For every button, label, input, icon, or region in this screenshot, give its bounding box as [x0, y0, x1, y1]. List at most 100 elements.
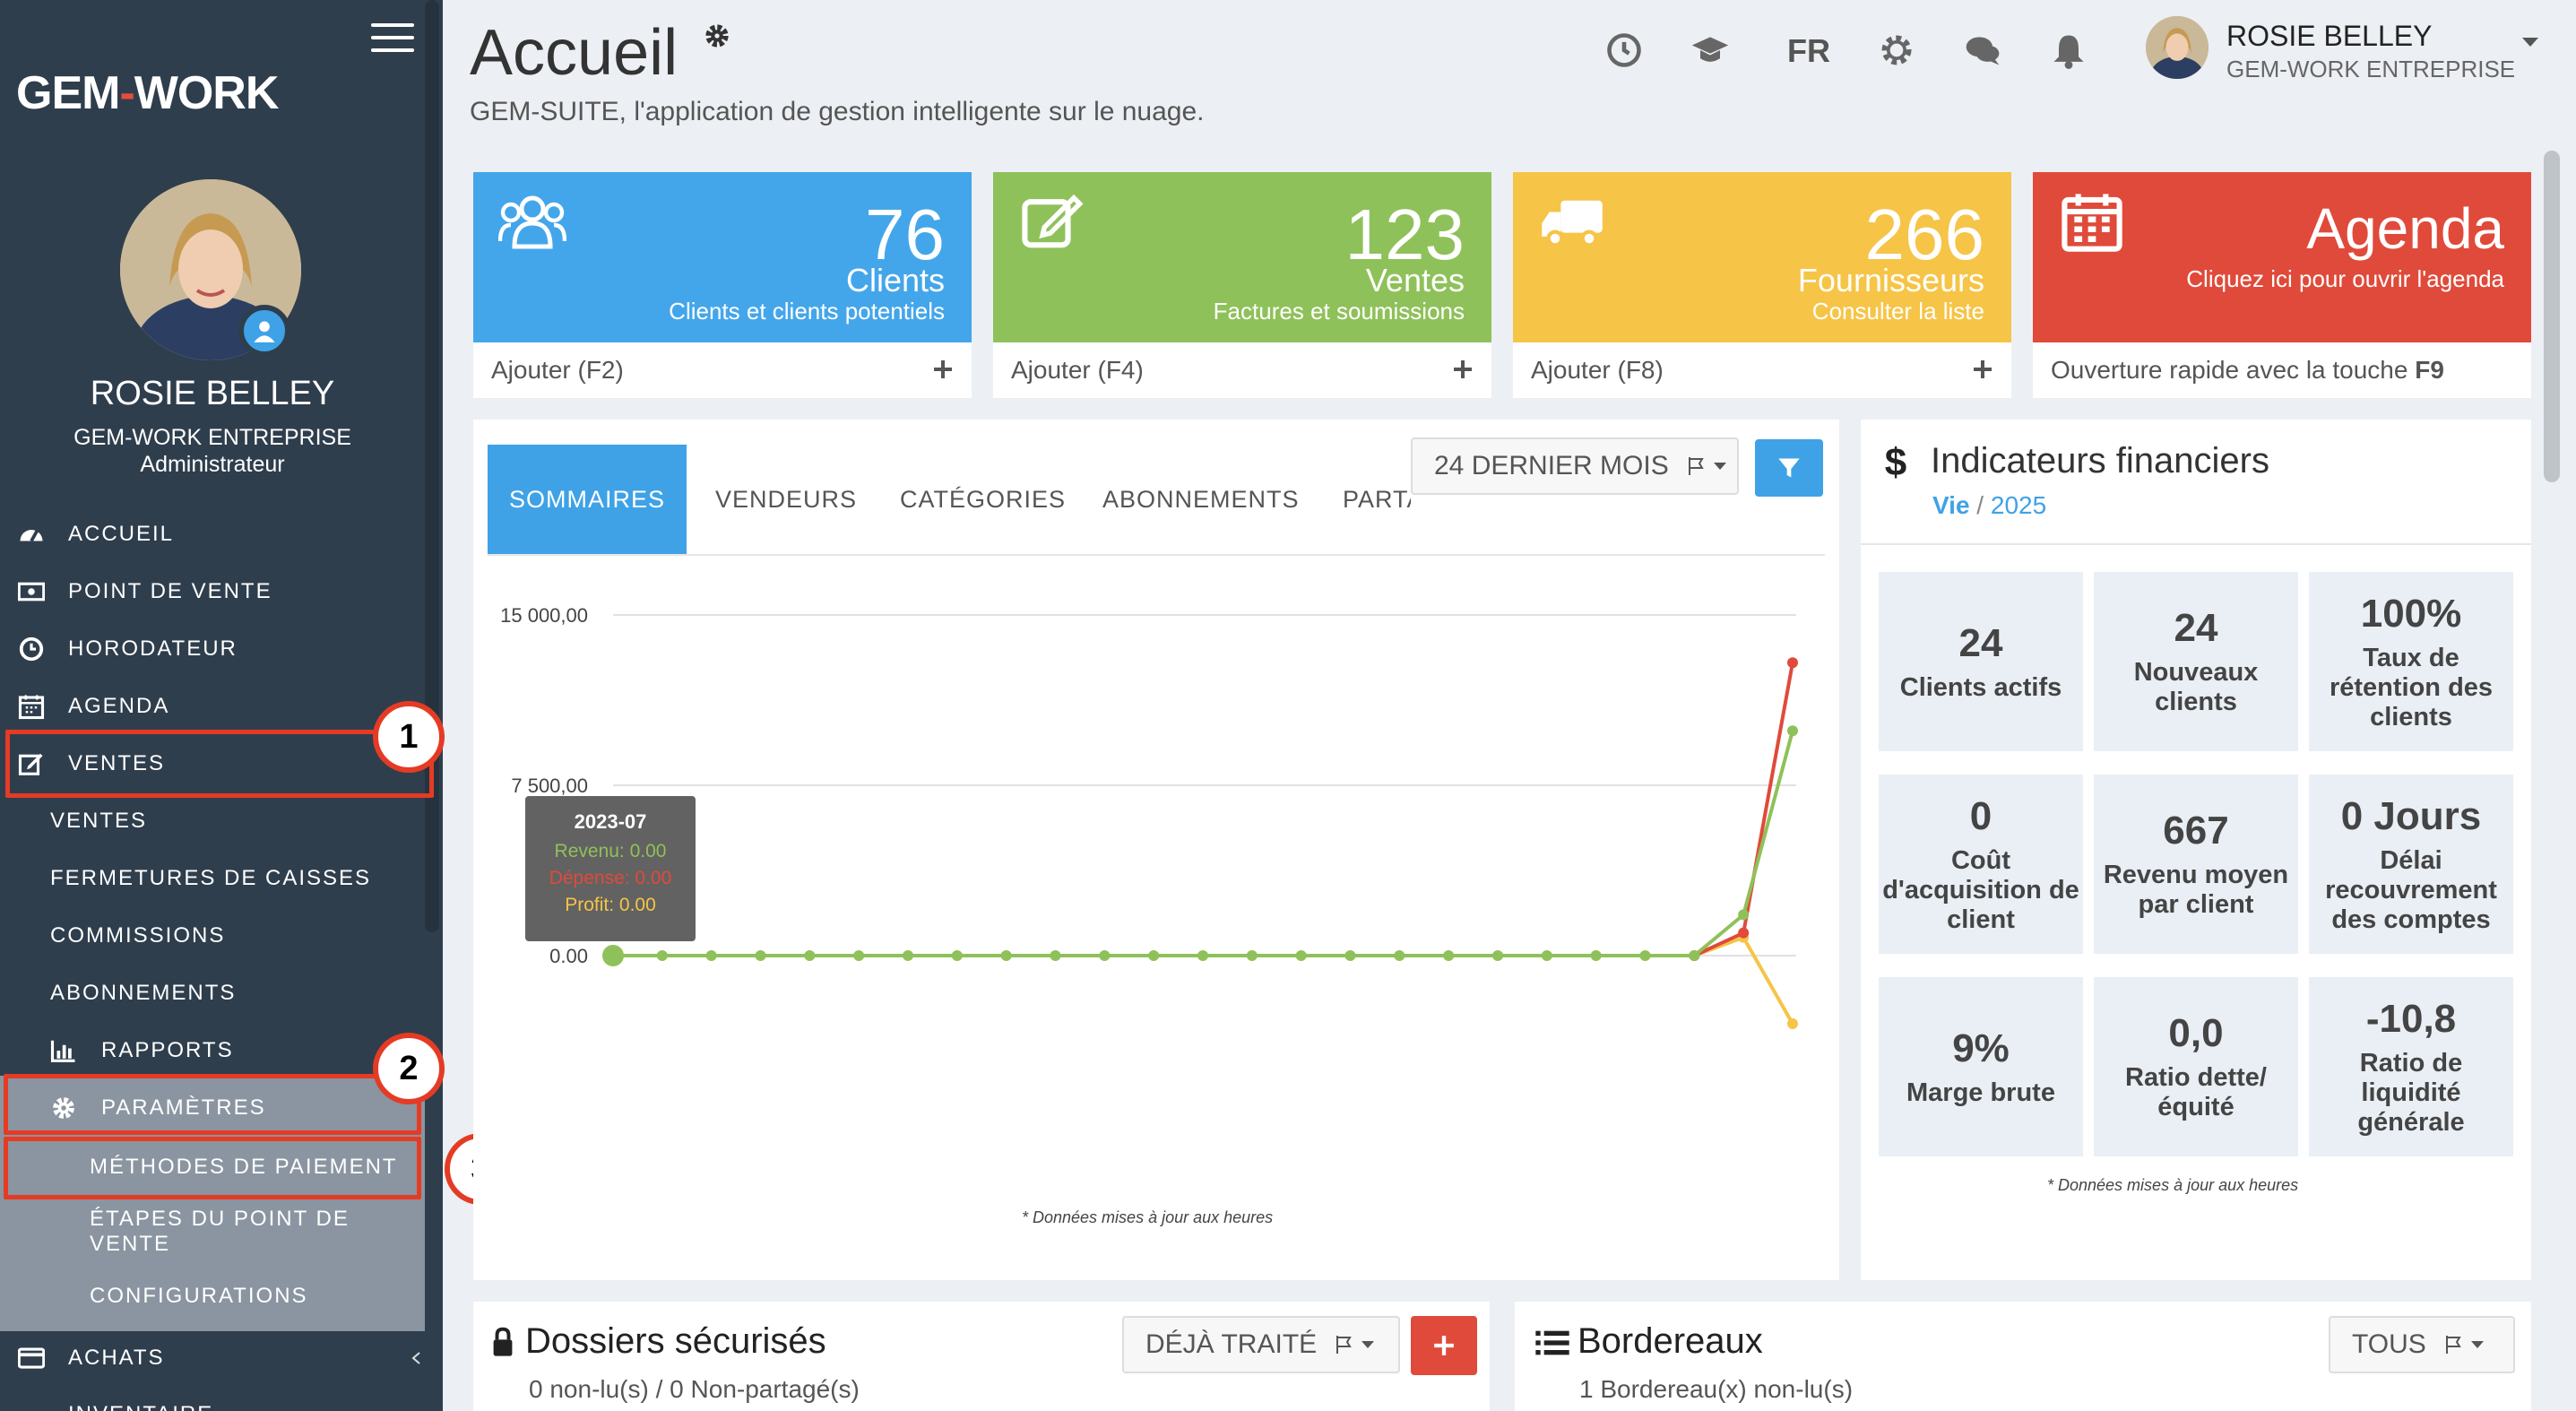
- sidebar-subitem-ventes[interactable]: VENTES: [0, 794, 425, 848]
- sidebar-subitem-fermetures[interactable]: FERMETURES DE CAISSES: [0, 852, 425, 905]
- callout-number-2: 2: [373, 1033, 445, 1104]
- tooltip-title: 2023-07: [574, 810, 647, 833]
- filter-button[interactable]: [1755, 439, 1823, 497]
- chevron-left-icon: [411, 1352, 420, 1364]
- tile-label: Clients: [845, 262, 945, 299]
- data-point: [1443, 950, 1455, 961]
- sidebar-subitem-rapports[interactable]: RAPPORTS: [0, 1024, 425, 1078]
- tab-vendeurs[interactable]: VENDEURS: [715, 485, 858, 513]
- tile-desc: Cliquez ici pour ouvrir l'agenda: [2186, 265, 2504, 292]
- callout-number-1: 1: [373, 701, 445, 773]
- sidebar-item-point-de-vente[interactable]: POINT DE VENTE: [0, 565, 425, 619]
- tile-fournisseurs-header[interactable]: 266 Fournisseurs Consulter la liste: [1513, 172, 2011, 342]
- sidebar-item-label: MÉTHODES DE PAIEMENT: [90, 1155, 398, 1179]
- sidebar-item-ventes[interactable]: VENTES: [0, 737, 425, 791]
- callout-box-methodes: [4, 1137, 421, 1199]
- sidebar-item-inventaire[interactable]: INVENTAIRE: [0, 1388, 425, 1411]
- truck-icon: [1542, 200, 1603, 247]
- sidebar-item-label: VENTES: [68, 751, 166, 775]
- page-scrollbar[interactable]: [2544, 151, 2560, 482]
- tab-partages[interactable]: PARTAGES: [1343, 485, 1411, 513]
- sidebar-subitem-commissions[interactable]: COMMISSIONS: [0, 909, 425, 963]
- sidebar-item-accueil[interactable]: ACCUEIL: [0, 507, 425, 561]
- plus-icon: [1434, 1336, 1454, 1355]
- tile-title: Agenda: [2306, 196, 2504, 261]
- sidebar-scrollbar[interactable]: [425, 0, 439, 932]
- tooltip-revenu: Revenu: 0.00: [554, 841, 667, 861]
- period-year-link[interactable]: 2025: [1990, 491, 2047, 519]
- tile-clients[interactable]: 76 Clients Clients et clients potentiels…: [473, 172, 972, 398]
- period-dropdown[interactable]: 24 DERNIER MOIS: [1411, 437, 1739, 495]
- dossiers-filter-dropdown[interactable]: DÉJÀ TRAITÉ: [1122, 1316, 1400, 1373]
- summary-chart: 15 000,007 500,000.00-7 500,0020242025: [500, 604, 1798, 1029]
- financial-title: Indicateurs financiers: [1931, 441, 2269, 480]
- sidebar-item-label: ACCUEIL: [68, 522, 175, 546]
- data-point: [1639, 950, 1651, 961]
- sidebar-item-agenda[interactable]: AGENDA: [0, 680, 425, 733]
- chevron-down-icon[interactable]: [2522, 38, 2538, 47]
- summary-card: SOMMAIRES VENDEURS CATÉGORIES ABONNEMENT…: [473, 420, 1839, 1280]
- bar-chart-icon: [50, 1040, 75, 1062]
- data-point: [1787, 657, 1798, 669]
- list-icon: [1535, 1330, 1569, 1355]
- sidebar-subitem-parametres[interactable]: PARAMÈTRES: [0, 1081, 425, 1135]
- sidebar-item-horodateur[interactable]: HORODATEUR: [0, 622, 425, 676]
- data-point: [705, 950, 717, 961]
- tile-add-fournisseurs[interactable]: Ajouter (F8): [1531, 356, 1664, 384]
- sidebar-subitem-etapes-pdv[interactable]: ÉTAPES DU POINT DE VENTE: [0, 1205, 425, 1259]
- tile-add-ventes[interactable]: Ajouter (F4): [1011, 356, 1144, 384]
- tile-ventes-header[interactable]: 123 Ventes Factures et soumissions: [993, 172, 1491, 342]
- tile-ventes[interactable]: 123 Ventes Factures et soumissions Ajout…: [993, 172, 1491, 398]
- brightness-icon[interactable]: [1877, 30, 1916, 70]
- sidebar-subitem-methodes-paiement[interactable]: MÉTHODES DE PAIEMENT: [0, 1140, 425, 1194]
- chat-icon[interactable]: [1963, 30, 2002, 70]
- tile-fournisseurs[interactable]: 266 Fournisseurs Consulter la liste Ajou…: [1513, 172, 2011, 398]
- sidebar-item-label: COMMISSIONS: [50, 923, 226, 948]
- dossiers-subtitle: 0 non-lu(s) / 0 Non-partagé(s): [529, 1375, 860, 1403]
- app-logo[interactable]: GEM-WORK: [16, 67, 279, 119]
- data-point: [853, 950, 865, 961]
- tile-add-clients[interactable]: Ajouter (F2): [491, 356, 624, 384]
- tile-number: 76: [865, 195, 945, 274]
- tab-sommaires[interactable]: SOMMAIRES: [488, 445, 687, 554]
- data-point: [1148, 950, 1160, 961]
- header-user-name[interactable]: ROSIE BELLEY: [2226, 20, 2433, 52]
- dashboard-icon: [20, 530, 43, 542]
- tile-agenda-header[interactable]: Agenda Cliquez ici pour ouvrir l'agenda: [2033, 172, 2531, 342]
- period-vie-link[interactable]: Vie: [1932, 491, 1970, 519]
- page-title: Accueil: [470, 16, 731, 90]
- plus-icon[interactable]: [1452, 359, 1474, 380]
- tile-label: Fournisseurs: [1797, 262, 1984, 299]
- tile-agenda[interactable]: Agenda Cliquez ici pour ouvrir l'agenda …: [2033, 172, 2531, 398]
- sidebar-user-role: Administrateur: [140, 452, 285, 477]
- kpi-card: 100% Taux de rétention des clients: [2309, 572, 2513, 751]
- plus-icon[interactable]: [1972, 359, 1993, 380]
- add-dossier-button[interactable]: [1411, 1316, 1477, 1375]
- chart-tooltip: 2023-07 Revenu: 0.00 Dépense: 0.00 Profi…: [525, 796, 696, 941]
- flag-icon: [1688, 457, 1704, 475]
- data-point: [1492, 950, 1503, 961]
- header-avatar[interactable]: [2146, 16, 2209, 79]
- tab-categories[interactable]: CATÉGORIES: [900, 485, 1067, 513]
- sidebar-item-achats[interactable]: ACHATS: [0, 1331, 425, 1385]
- tab-abonnements[interactable]: ABONNEMENTS: [1102, 485, 1300, 513]
- filter-icon: [1778, 458, 1800, 478]
- language-selector[interactable]: FR: [1787, 32, 1830, 69]
- tile-label: Ventes: [1365, 262, 1465, 299]
- sidebar-subitem-configurations[interactable]: CONFIGURATIONS: [0, 1269, 425, 1323]
- dossiers-card: Dossiers sécurisés 0 non-lu(s) / 0 Non-p…: [473, 1302, 1490, 1411]
- bordereaux-filter-dropdown[interactable]: TOUS: [2329, 1316, 2515, 1373]
- sidebar-user-name: ROSIE BELLEY: [90, 375, 335, 412]
- gear-icon[interactable]: [703, 22, 731, 50]
- bell-icon[interactable]: [2049, 30, 2088, 70]
- history-icon[interactable]: [1604, 30, 1644, 70]
- sidebar-item-label: POINT DE VENTE: [68, 579, 272, 603]
- tile-clients-header[interactable]: 76 Clients Clients et clients potentiels: [473, 172, 972, 342]
- plus-icon[interactable]: [932, 359, 954, 380]
- menu-toggle-icon[interactable]: [371, 23, 414, 52]
- data-point: [804, 950, 816, 961]
- financial-card: $ Indicateurs financiers Vie / 2025 24 Cl…: [1861, 420, 2531, 1280]
- sidebar-subitem-abonnements[interactable]: ABONNEMENTS: [0, 966, 425, 1020]
- data-point: [1689, 950, 1700, 961]
- graduation-cap-icon[interactable]: [1690, 30, 1730, 70]
